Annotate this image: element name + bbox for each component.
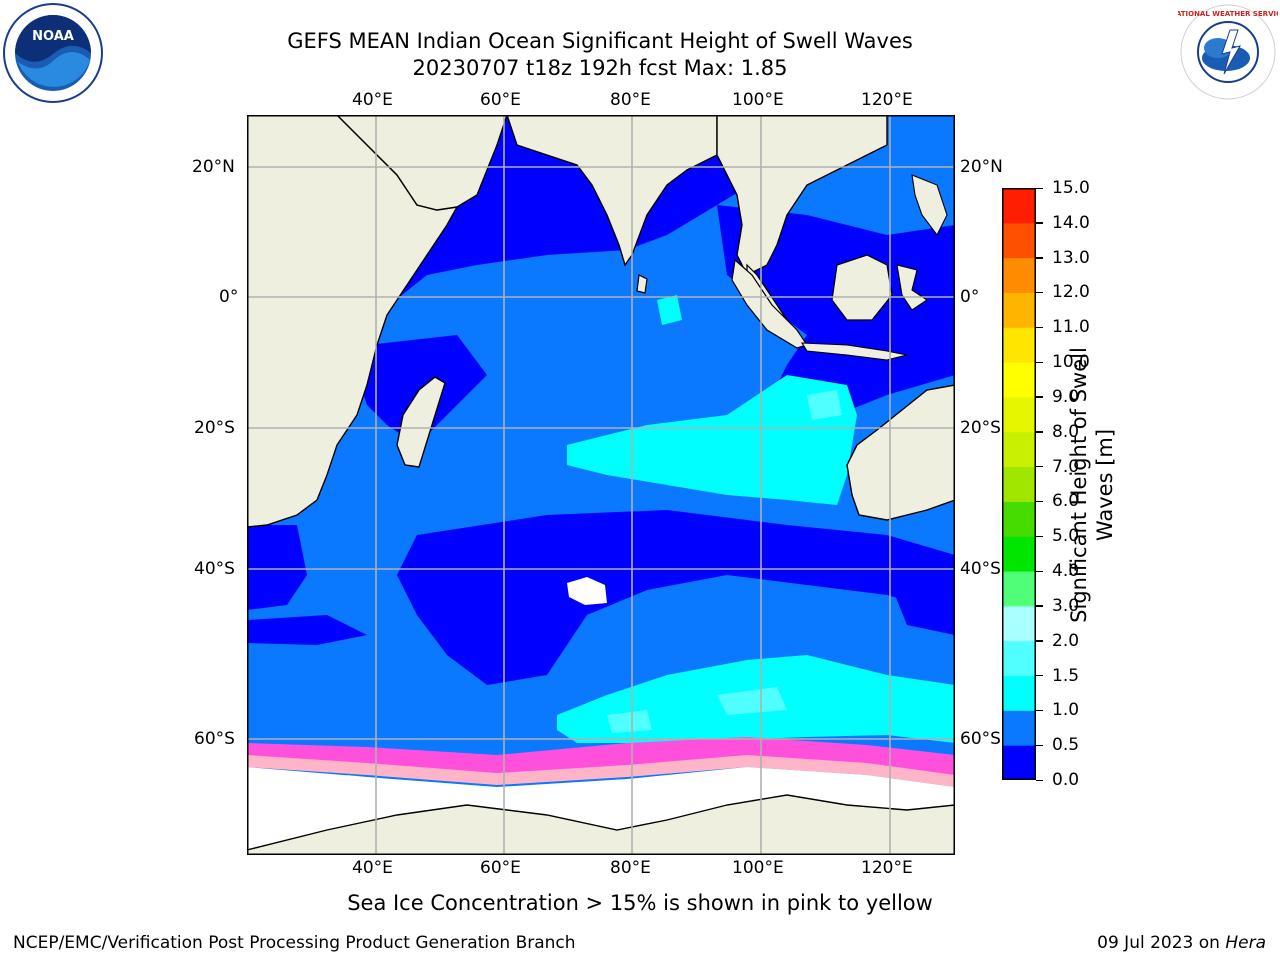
colorbar-tick-label: 8.0	[1052, 421, 1080, 442]
colorbar-tick-mark	[1036, 709, 1043, 712]
colorbar-tick-mark	[1036, 222, 1043, 224]
colorbar-swatch	[1002, 571, 1036, 607]
colorbar-swatch	[1002, 292, 1036, 328]
lon-tick-top-100e: 100°E	[732, 90, 784, 110]
colorbar-tick-label: 12.0	[1052, 282, 1090, 303]
colorbar-tick-label: 0.0	[1052, 770, 1080, 790]
lon-tick-top-120e: 120°E	[861, 90, 913, 110]
colorbar-tick-label: 1.5	[1052, 665, 1080, 686]
colorbar-tick-mark	[1036, 675, 1043, 677]
lat-tick-left-20n: 20°N	[192, 157, 235, 177]
colorbar-tick-label: 4.0	[1052, 561, 1080, 582]
noaa-logo-text: NOAA	[32, 29, 74, 44]
colorbar-tick-label: 10.0	[1052, 352, 1090, 373]
colorbar-tick-label: 5.0	[1052, 526, 1080, 547]
colorbar-swatch	[1002, 710, 1036, 746]
lat-tick-left-60s: 60°S	[194, 729, 235, 749]
colorbar-label-line2: Waves [m]	[1093, 428, 1117, 542]
colorbar-tick-label: 1.0	[1052, 700, 1080, 721]
nws-logo-text: NATIONAL WEATHER SERVICE	[1178, 10, 1278, 18]
colorbar-tick-mark	[1036, 779, 1043, 781]
colorbar-tick-mark	[1036, 291, 1043, 294]
footer-left: NCEP/EMC/Verification Post Processing Pr…	[13, 933, 576, 953]
colorbar-swatch	[1002, 745, 1036, 781]
footer-date: 09 Jul 2023 on	[1097, 933, 1226, 953]
colorbar-swatch	[1002, 431, 1036, 468]
colorbar-tick-label: 2.0	[1052, 630, 1080, 651]
colorbar-swatch	[1002, 396, 1036, 433]
nws-logo: NATIONAL WEATHER SERVICE	[1170, 2, 1280, 102]
lon-tick-bottom-80e: 80°E	[610, 858, 651, 878]
colorbar-tick-mark	[1036, 361, 1043, 363]
colorbar-swatch	[1002, 362, 1036, 398]
colorbar-tick-mark	[1036, 326, 1043, 329]
colorbar	[1002, 188, 1036, 781]
lat-tick-right-20n: 20°N	[960, 157, 1003, 177]
lat-tick-left-0: 0°	[219, 287, 239, 307]
colorbar-tick-mark	[1036, 535, 1043, 538]
chart-title: GEFS MEAN Indian Ocean Significant Heigh…	[287, 29, 913, 53]
colorbar-tick-label: 15.0	[1052, 178, 1090, 198]
colorbar-label-line1: Significant Height of Swell	[1067, 347, 1091, 623]
colorbar-tick-label: 0.5	[1052, 735, 1080, 756]
colorbar-tick-label: 13.0	[1052, 247, 1090, 268]
colorbar-swatch	[1002, 640, 1036, 677]
lon-tick-top-80e: 80°E	[610, 90, 651, 110]
colorbar-tick-mark	[1036, 466, 1043, 468]
colorbar-tick-mark	[1036, 500, 1043, 503]
colorbar-tick-mark	[1036, 431, 1043, 433]
colorbar-tick-label: 9.0	[1052, 386, 1080, 407]
colorbar-tick-mark	[1036, 744, 1043, 747]
lon-tick-bottom-60e: 60°E	[480, 858, 521, 878]
chart-subtitle: 20230707 t18z 192h fcst Max: 1.85	[412, 56, 788, 80]
lon-tick-bottom-100e: 100°E	[732, 858, 784, 878]
colorbar-swatch	[1002, 188, 1036, 224]
lat-tick-right-40s: 40°S	[960, 559, 1001, 579]
map-frame	[247, 115, 955, 855]
lon-tick-bottom-40e: 40°E	[352, 858, 393, 878]
footer-host: Hera	[1225, 933, 1266, 953]
lat-tick-right-60s: 60°S	[960, 729, 1001, 749]
colorbar-swatch	[1002, 501, 1036, 537]
colorbar-tick-label: 11.0	[1052, 317, 1090, 338]
noaa-logo: NOAA	[2, 2, 104, 104]
colorbar-svg	[1002, 188, 1036, 781]
colorbar-tick-label: 7.0	[1052, 456, 1080, 477]
lat-tick-right-20s: 20°S	[960, 418, 1001, 438]
footer-right: 09 Jul 2023 on Hera	[1097, 933, 1266, 953]
colorbar-swatch	[1002, 257, 1036, 293]
colorbar-swatch	[1002, 222, 1036, 259]
colorbar-swatch	[1002, 536, 1036, 572]
lat-tick-left-40s: 40°S	[194, 559, 235, 579]
lat-tick-right-0: 0°	[960, 287, 980, 307]
colorbar-tick-mark	[1036, 257, 1043, 259]
colorbar-tick-mark	[1036, 187, 1043, 189]
colorbar-tick-mark	[1036, 396, 1043, 398]
lon-tick-top-60e: 60°E	[480, 90, 521, 110]
colorbar-tick-label: 14.0	[1052, 212, 1090, 233]
colorbar-tick-label: 3.0	[1052, 595, 1080, 616]
lon-tick-bottom-120e: 120°E	[861, 858, 913, 878]
colorbar-swatch	[1002, 466, 1036, 502]
colorbar-tick-mark	[1036, 570, 1043, 572]
lat-tick-left-20s: 20°S	[194, 418, 235, 438]
lon-tick-top-40e: 40°E	[352, 90, 393, 110]
colorbar-swatch	[1002, 675, 1036, 711]
colorbar-swatch	[1002, 327, 1036, 363]
colorbar-tick-label: 6.0	[1052, 491, 1080, 512]
colorbar-tick-mark	[1036, 605, 1043, 607]
sea-ice-note: Sea Ice Concentration > 15% is shown in …	[347, 891, 933, 915]
map-svg	[247, 115, 955, 855]
colorbar-tick-mark	[1036, 640, 1043, 642]
colorbar-swatch	[1002, 605, 1036, 642]
